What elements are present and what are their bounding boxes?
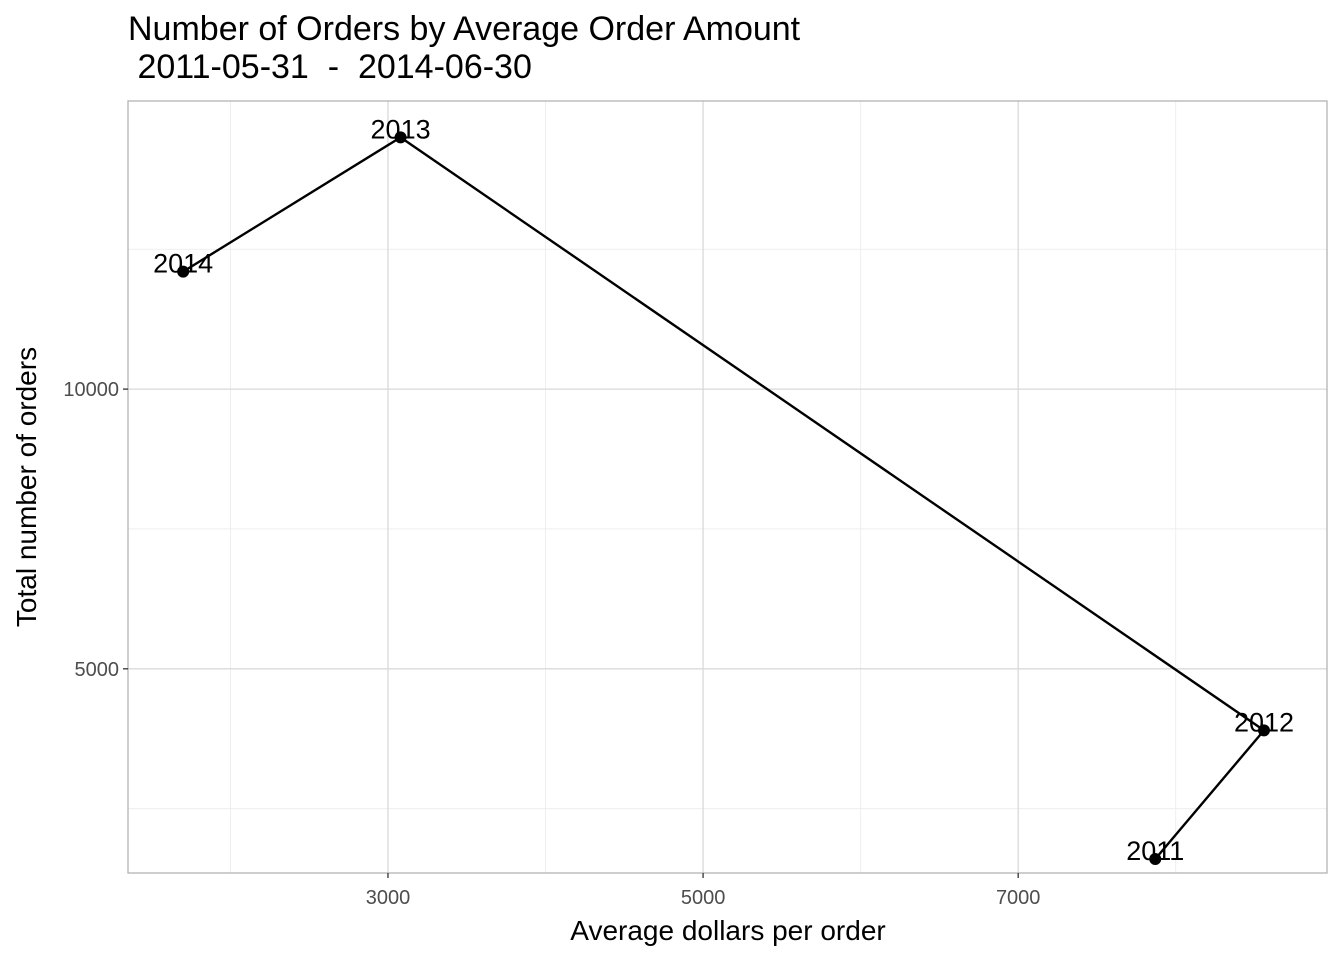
x-tick-label: 7000 — [996, 887, 1041, 909]
x-tick-label: 5000 — [681, 887, 726, 909]
data-point-2012 — [1257, 724, 1270, 737]
series-line — [182, 136, 1266, 860]
plot-panel-border — [127, 100, 1328, 874]
y-tick-label: 10000 — [63, 379, 119, 401]
point-label-2014: 2014 — [153, 249, 213, 279]
y-axis-title: Total number of orders — [11, 347, 42, 627]
point-label-2013: 2013 — [371, 114, 431, 144]
data-point-2014 — [177, 265, 190, 278]
data-points — [177, 131, 1270, 866]
chart-subtitle: 2011-05-31 - 2014-06-30 — [128, 48, 532, 86]
data-point-2011 — [1149, 853, 1162, 866]
grid — [128, 101, 1327, 873]
axis-ticks: 3000 5000 7000 5000 10000 — [63, 379, 1040, 909]
x-tick-label: 3000 — [366, 887, 411, 909]
x-axis-title: Average dollars per order — [570, 915, 885, 946]
series-line-group — [182, 136, 1266, 860]
point-labels: 2011 2012 2013 2014 — [153, 114, 1294, 866]
y-tick-label: 5000 — [75, 659, 120, 681]
data-point-2013 — [394, 131, 407, 144]
point-label-2012: 2012 — [1234, 707, 1294, 737]
chart-title: Number of Orders by Average Order Amount — [128, 10, 801, 48]
point-label-2011: 2011 — [1126, 836, 1184, 866]
